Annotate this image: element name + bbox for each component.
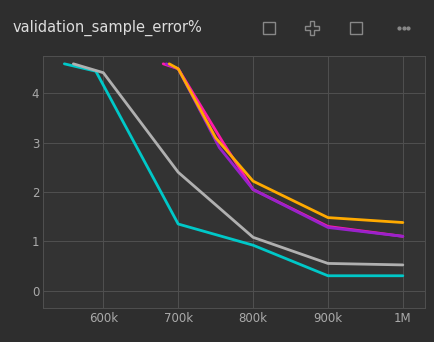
Text: validation_sample_error%: validation_sample_error% bbox=[13, 20, 203, 36]
